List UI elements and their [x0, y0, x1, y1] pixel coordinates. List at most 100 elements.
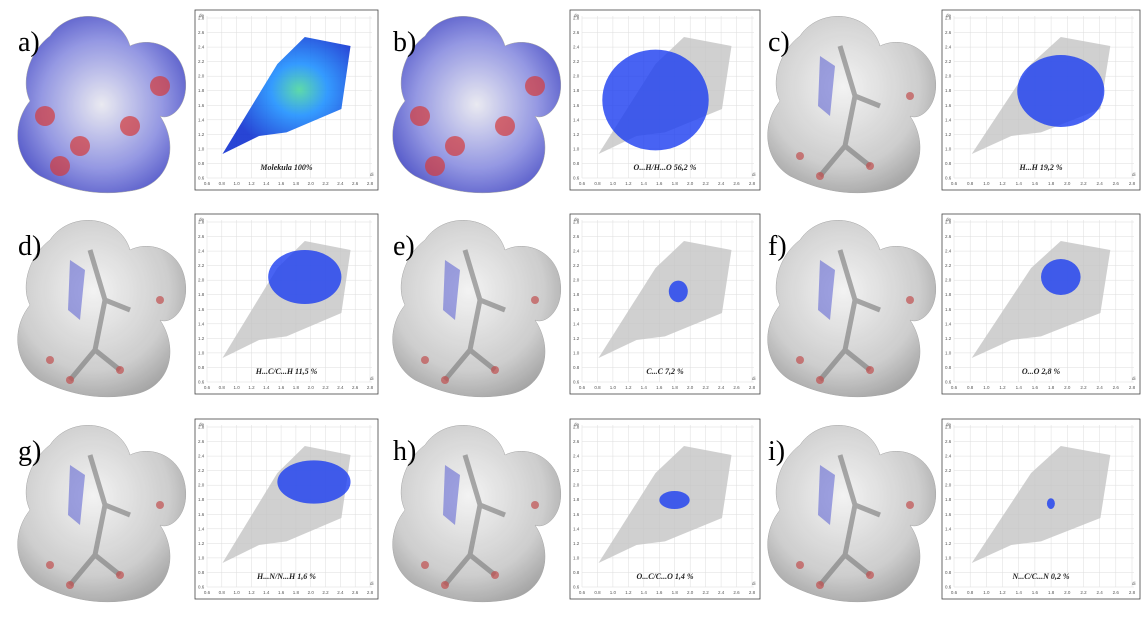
- x-tick-label: 2.6: [1113, 181, 1120, 186]
- y-tick-label: 2.0: [945, 278, 952, 283]
- plot-caption: O...C/C...O 1,4 %: [636, 572, 693, 581]
- y-tick-label: 1.6: [198, 512, 205, 517]
- surface-shape: [393, 16, 561, 193]
- panel-label: b): [393, 27, 416, 58]
- y-axis-label: de: [199, 422, 205, 427]
- x-tick-label: 2.0: [1064, 385, 1071, 390]
- y-tick-label: 2.2: [573, 263, 580, 268]
- atom: [906, 296, 914, 304]
- x-tick-label: 2.4: [1097, 590, 1104, 595]
- panel-label: e): [393, 231, 415, 262]
- y-tick-label: 1.6: [198, 307, 205, 312]
- y-tick-label: 0.8: [945, 365, 952, 370]
- x-tick-label: 1.6: [278, 590, 285, 595]
- x-axis-label: di: [752, 376, 756, 381]
- y-tick-label: 1.8: [198, 88, 205, 93]
- atom: [66, 581, 74, 589]
- plot-caption: H...H 19,2 %: [1018, 163, 1062, 172]
- red-spot: [50, 156, 70, 176]
- panel-label: c): [768, 27, 790, 58]
- x-tick-label: 2.8: [367, 590, 374, 595]
- y-tick-label: 1.4: [945, 117, 952, 122]
- y-tick-label: 2.6: [573, 439, 580, 444]
- x-tick-label: 2.6: [352, 385, 359, 390]
- y-tick-label: 2.4: [945, 45, 952, 50]
- x-tick-label: 2.2: [703, 590, 710, 595]
- panel: e)0.60.60.80.81.01.01.21.21.41.41.61.61.…: [393, 214, 760, 397]
- panel: g)0.60.60.80.81.01.01.21.21.41.41.61.61.…: [18, 419, 378, 602]
- x-tick-label: 1.2: [248, 385, 255, 390]
- x-tick-label: 0.8: [594, 385, 601, 390]
- y-tick-label: 2.2: [198, 59, 205, 64]
- x-tick-label: 1.2: [248, 590, 255, 595]
- x-tick-label: 2.0: [308, 590, 315, 595]
- x-tick-label: 2.0: [308, 181, 315, 186]
- x-tick-label: 2.0: [1064, 181, 1071, 186]
- y-tick-label: 0.8: [573, 365, 580, 370]
- plot-caption: H...N/N...H 1,6 %: [256, 572, 316, 581]
- y-tick-label: 1.2: [573, 541, 580, 546]
- y-axis-label: de: [946, 13, 952, 18]
- atom: [531, 296, 539, 304]
- y-tick-label: 1.2: [945, 132, 952, 137]
- x-tick-label: 0.8: [594, 181, 601, 186]
- panel-label: d): [18, 231, 41, 262]
- x-tick-label: 2.6: [352, 181, 359, 186]
- atom: [906, 501, 914, 509]
- x-axis-label: di: [752, 581, 756, 586]
- y-tick-label: 1.0: [945, 146, 952, 151]
- hirshfeld-surface: [18, 220, 186, 397]
- y-tick-label: 2.2: [573, 59, 580, 64]
- y-tick-label: 2.2: [573, 468, 580, 473]
- y-tick-label: 2.4: [573, 249, 580, 254]
- x-tick-label: 1.4: [1016, 181, 1023, 186]
- y-tick-label: 2.6: [945, 234, 952, 239]
- y-tick-label: 0.6: [198, 380, 205, 385]
- x-tick-label: 1.0: [234, 590, 241, 595]
- x-axis-label: di: [1132, 581, 1136, 586]
- panel: i)0.60.60.80.81.01.01.21.21.41.41.61.61.…: [768, 419, 1140, 602]
- x-tick-label: 0.6: [579, 181, 586, 186]
- y-tick-label: 1.4: [198, 321, 205, 326]
- y-tick-label: 2.6: [198, 439, 205, 444]
- y-tick-label: 1.2: [198, 336, 205, 341]
- hirshfeld-surface: [393, 220, 561, 397]
- y-tick-label: 1.0: [573, 350, 580, 355]
- y-tick-label: 0.8: [573, 161, 580, 166]
- x-tick-label: 2.6: [352, 590, 359, 595]
- hirshfeld-surface: [768, 425, 936, 602]
- atom: [156, 296, 164, 304]
- x-tick-label: 2.0: [687, 385, 694, 390]
- x-tick-label: 1.8: [672, 181, 679, 186]
- atom: [66, 376, 74, 384]
- x-tick-label: 2.8: [749, 181, 756, 186]
- x-tick-label: 2.4: [337, 590, 344, 595]
- x-tick-label: 1.0: [610, 385, 617, 390]
- x-tick-label: 1.0: [234, 181, 241, 186]
- x-tick-label: 2.0: [687, 181, 694, 186]
- atom: [906, 92, 914, 100]
- x-tick-label: 1.6: [278, 181, 285, 186]
- x-tick-label: 1.2: [999, 590, 1006, 595]
- y-tick-label: 2.0: [573, 483, 580, 488]
- plot-caption: O...H/H...O 56,2 %: [634, 163, 697, 172]
- hirshfeld-surface: [768, 220, 936, 397]
- plot-caption: O...O 2,8 %: [1022, 367, 1061, 376]
- atom: [46, 356, 54, 364]
- y-tick-label: 2.2: [198, 468, 205, 473]
- y-tick-label: 1.8: [573, 292, 580, 297]
- y-tick-label: 0.8: [945, 161, 952, 166]
- y-tick-label: 1.8: [945, 497, 952, 502]
- x-tick-label: 2.8: [749, 590, 756, 595]
- highlighted-contacts: [669, 281, 688, 303]
- x-tick-label: 0.8: [967, 590, 974, 595]
- x-tick-label: 1.2: [625, 181, 632, 186]
- y-tick-label: 2.2: [198, 263, 205, 268]
- y-tick-label: 0.6: [573, 176, 580, 181]
- y-tick-label: 2.0: [198, 278, 205, 283]
- y-tick-label: 2.0: [945, 74, 952, 79]
- x-tick-label: 0.6: [204, 590, 211, 595]
- hirshfeld-surface: [18, 16, 186, 193]
- y-axis-label: de: [574, 422, 580, 427]
- x-tick-label: 1.4: [641, 181, 648, 186]
